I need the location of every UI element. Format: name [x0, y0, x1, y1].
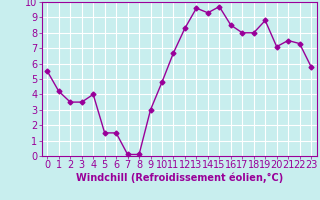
X-axis label: Windchill (Refroidissement éolien,°C): Windchill (Refroidissement éolien,°C): [76, 173, 283, 183]
